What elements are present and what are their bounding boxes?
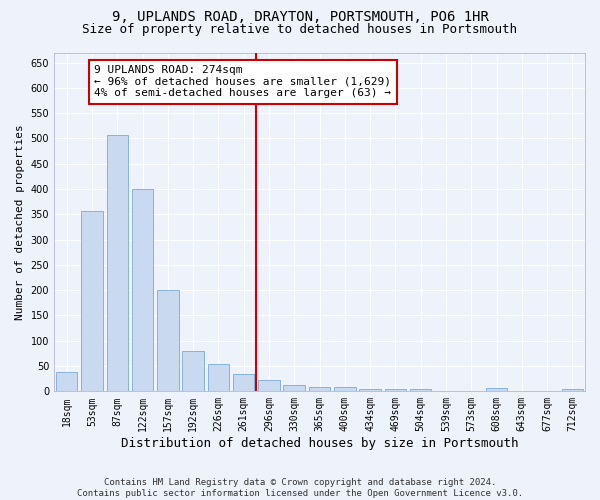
Text: Size of property relative to detached houses in Portsmouth: Size of property relative to detached ho… <box>83 22 517 36</box>
Bar <box>486 388 507 392</box>
Bar <box>81 211 103 392</box>
Bar <box>258 380 280 392</box>
Bar <box>283 386 305 392</box>
Bar <box>56 372 77 392</box>
Bar <box>233 374 254 392</box>
Bar <box>410 389 431 392</box>
Bar <box>359 389 381 392</box>
Text: 9 UPLANDS ROAD: 274sqm
← 96% of detached houses are smaller (1,629)
4% of semi-d: 9 UPLANDS ROAD: 274sqm ← 96% of detached… <box>94 65 391 98</box>
Bar <box>334 388 356 392</box>
Bar <box>208 364 229 392</box>
Bar <box>157 290 179 392</box>
Bar <box>309 387 330 392</box>
Text: 9, UPLANDS ROAD, DRAYTON, PORTSMOUTH, PO6 1HR: 9, UPLANDS ROAD, DRAYTON, PORTSMOUTH, PO… <box>112 10 488 24</box>
Y-axis label: Number of detached properties: Number of detached properties <box>15 124 25 320</box>
X-axis label: Distribution of detached houses by size in Portsmouth: Distribution of detached houses by size … <box>121 437 518 450</box>
Bar <box>107 135 128 392</box>
Bar <box>385 389 406 392</box>
Bar <box>562 389 583 392</box>
Bar <box>182 351 204 392</box>
Text: Contains HM Land Registry data © Crown copyright and database right 2024.
Contai: Contains HM Land Registry data © Crown c… <box>77 478 523 498</box>
Bar <box>132 188 153 392</box>
